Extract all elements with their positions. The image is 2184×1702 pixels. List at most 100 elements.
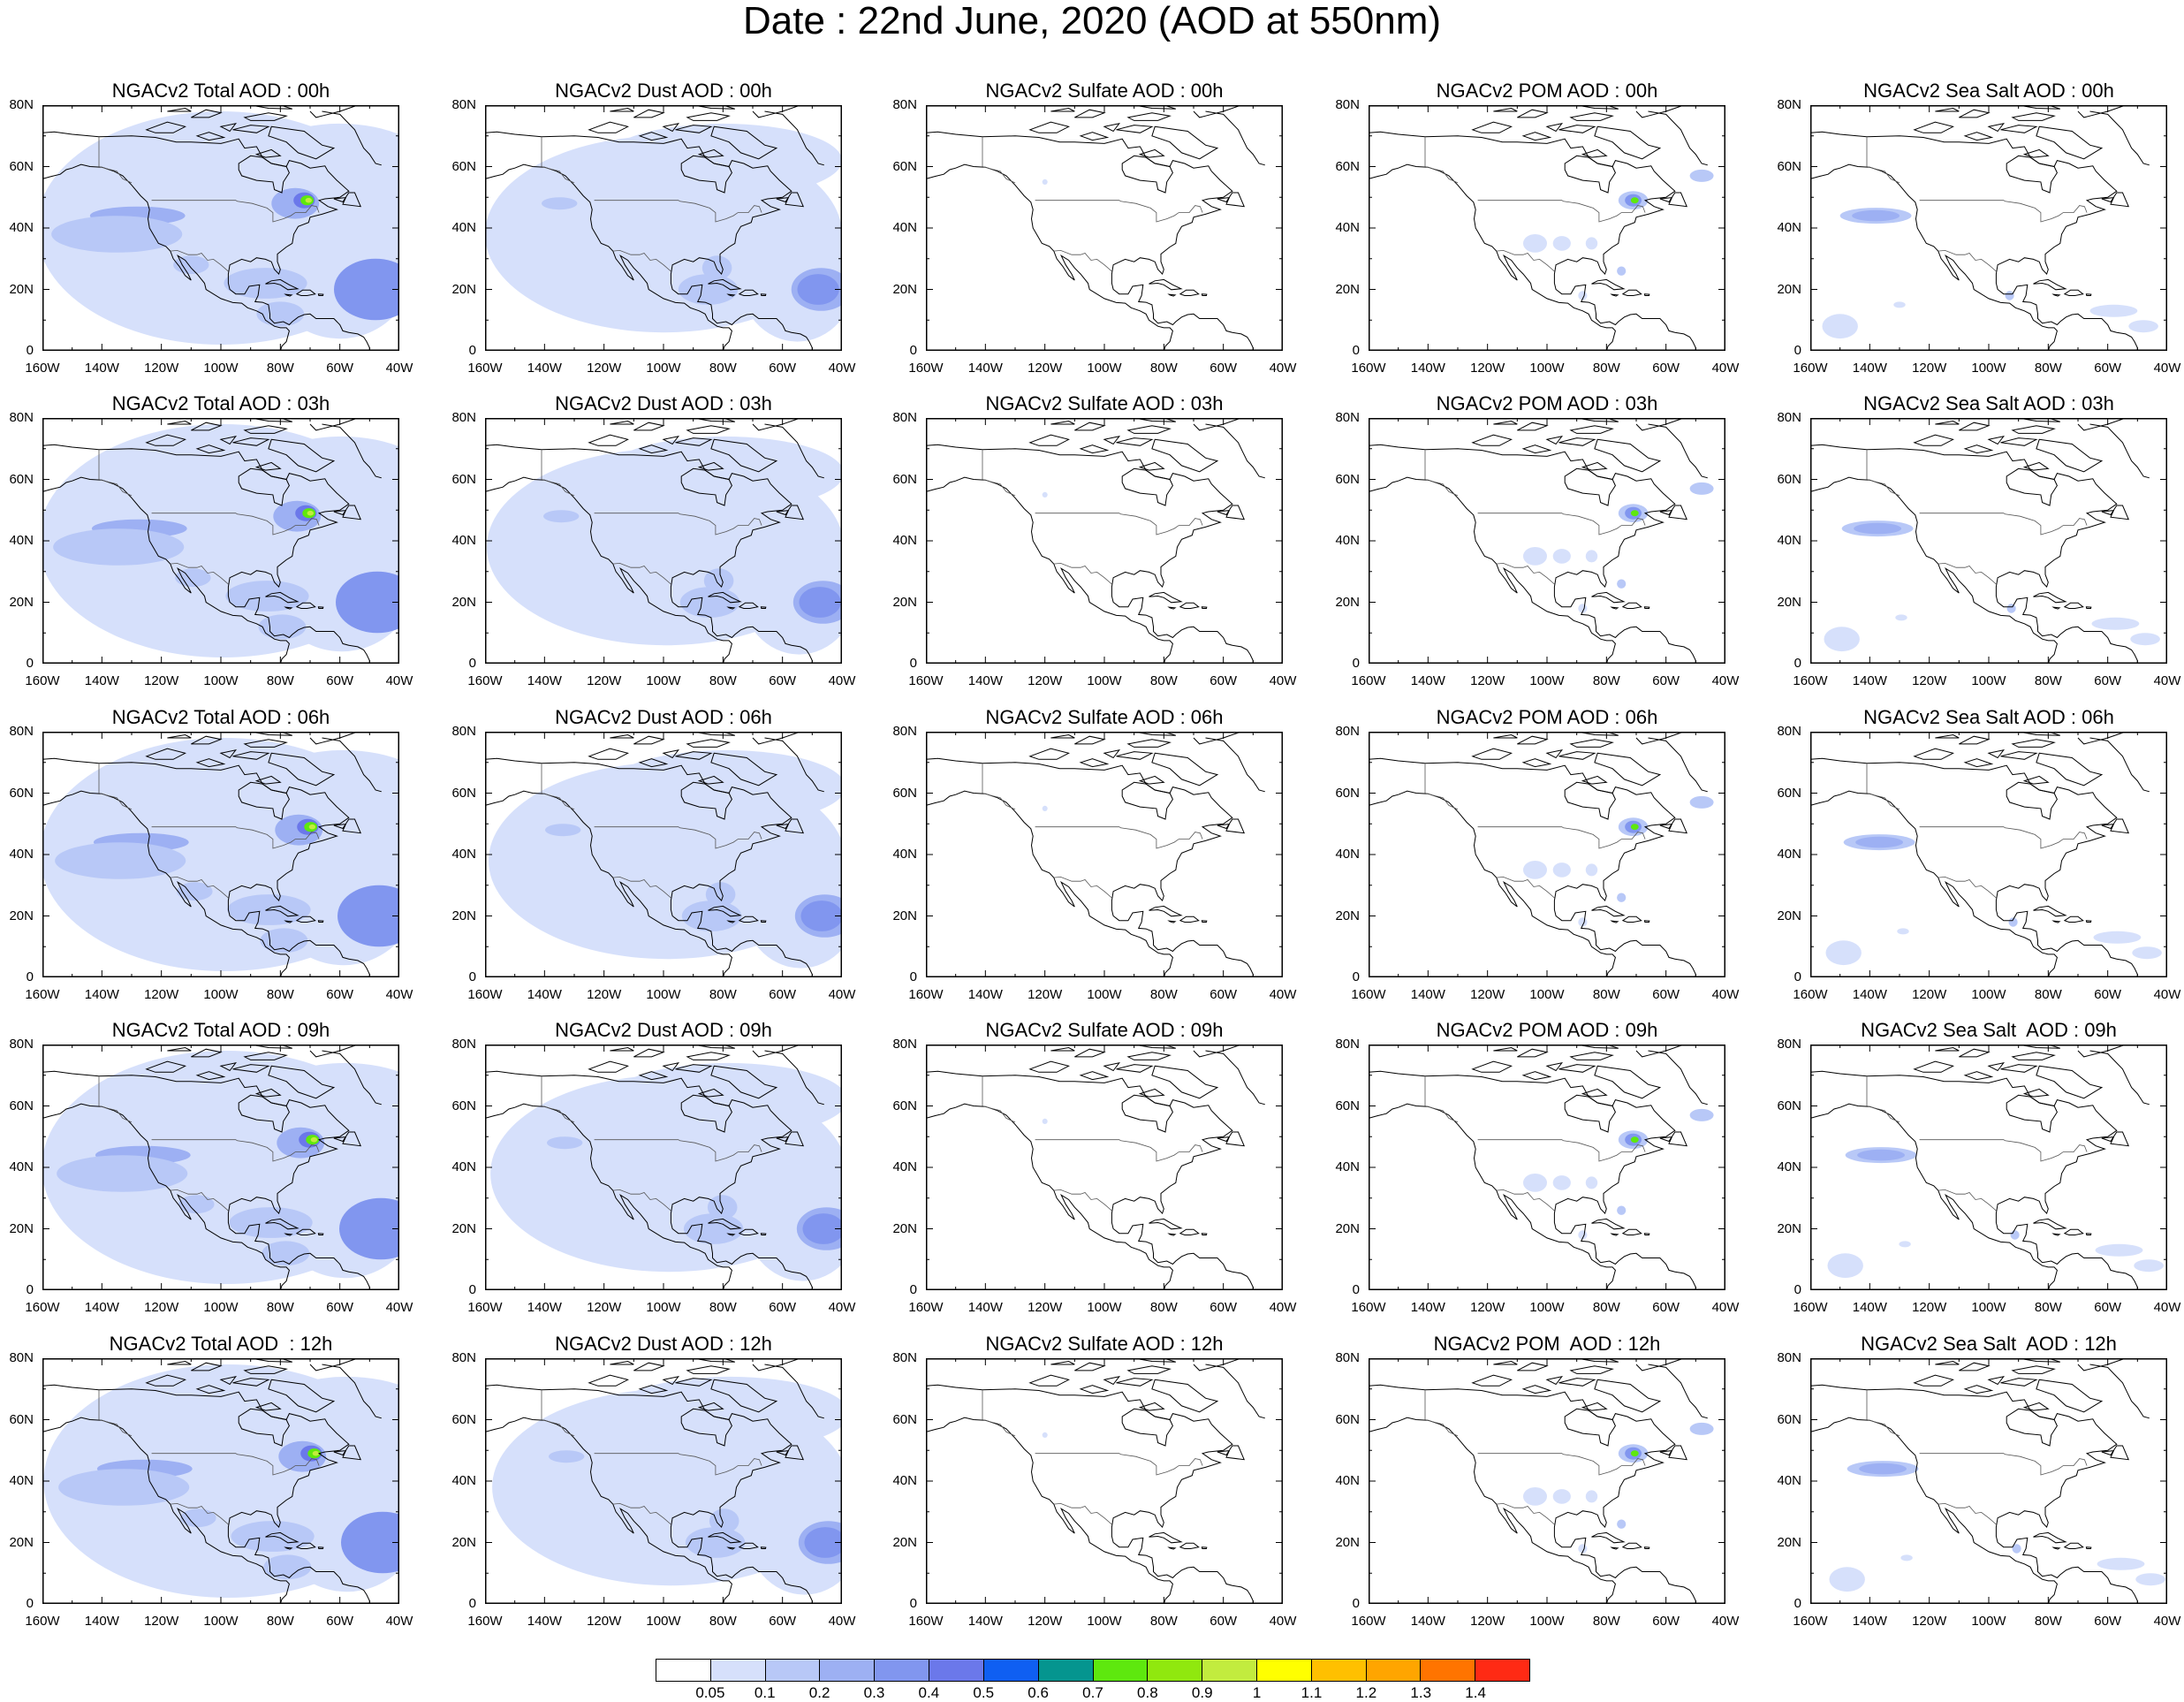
- aod-region: [701, 255, 732, 281]
- lon-tick-label: 40W: [828, 1614, 856, 1629]
- lon-tick-label: 80W: [1149, 987, 1178, 1002]
- lat-tick-label: 40N: [892, 1159, 917, 1174]
- lon-tick-label: 100W: [1529, 1300, 1565, 1315]
- lat-tick-label: 80N: [1777, 97, 1801, 112]
- aod-region: [797, 274, 839, 305]
- colorbar-label: 1: [1252, 1684, 1262, 1701]
- lon-tick-label: 100W: [646, 673, 681, 688]
- lon-tick-label: 140W: [967, 673, 1003, 688]
- country-borders: [982, 449, 1203, 585]
- country-borders: [98, 1075, 320, 1212]
- country-borders: [982, 1075, 1203, 1212]
- lat-tick-label: 80N: [9, 1350, 34, 1365]
- colorbar-swatch: [656, 1660, 711, 1681]
- colorbar-swatch: [983, 1660, 1039, 1681]
- lat-tick-label: 0: [468, 1596, 476, 1611]
- aod-region: [1689, 1108, 1714, 1121]
- country-borders: [541, 136, 762, 272]
- lon-tick-label: 60W: [2094, 1300, 2122, 1315]
- aod-region: [1630, 197, 1639, 204]
- aod-map: [485, 1045, 842, 1290]
- panel-title: NGACv2 Total AOD : 03h: [111, 392, 330, 414]
- aod-map: [1810, 1045, 2167, 1290]
- colorbar-label: 1.3: [1410, 1684, 1432, 1701]
- panel-title: NGACv2 POM AOD : 03h: [1436, 392, 1658, 414]
- aod-region: [2095, 1243, 2143, 1257]
- lat-tick-label: 60N: [1777, 471, 1801, 487]
- lat-tick-label: 60N: [9, 471, 34, 487]
- lon-tick-label: 40W: [1269, 673, 1297, 688]
- lon-tick-label: 40W: [2153, 1300, 2181, 1315]
- colorbar-label: 0.5: [973, 1684, 995, 1701]
- lat-tick-label: 80N: [892, 410, 917, 425]
- lat-tick-label: 60N: [892, 471, 917, 487]
- coastlines: [926, 732, 1265, 977]
- lon-tick-label: 140W: [1410, 673, 1445, 688]
- aod-region: [178, 1195, 215, 1214]
- map-panel-pom-3: NGACv2 POM AOD : 09h 80N 60N 40N 20N 0 160W 140…: [1335, 1020, 1739, 1315]
- lon-tick-label: 100W: [1971, 987, 2006, 1002]
- lat-tick-label: 40N: [1777, 1473, 1801, 1488]
- country-borders: [982, 763, 1203, 899]
- aod-region: [305, 197, 312, 203]
- aod-field: [1042, 805, 1048, 811]
- lon-tick-label: 160W: [1351, 1614, 1386, 1629]
- lon-tick-label: 80W: [709, 1614, 737, 1629]
- aod-region: [2093, 931, 2142, 944]
- lat-tick-label: 60N: [9, 158, 34, 174]
- map-panel-seasalt-3: NGACv2 Sea Salt AOD : 09h 80N 60N 40N 20N 0 16…: [1777, 1020, 2180, 1315]
- map-panel-sulfate-4: NGACv2 Sulfate AOD : 12h 80N 60N 40N 20N 0 160…: [892, 1333, 1296, 1629]
- lon-tick-label: 140W: [84, 673, 119, 688]
- colorbar-label: 0.2: [808, 1684, 830, 1701]
- aod-map: [42, 1045, 399, 1290]
- coastlines: [42, 1358, 382, 1604]
- lat-tick-label: 80N: [9, 97, 34, 112]
- lon-tick-label: 120W: [587, 1300, 622, 1315]
- aod-region: [254, 749, 399, 837]
- lon-tick-label: 80W: [266, 987, 294, 1002]
- lat-tick-label: 80N: [451, 1037, 476, 1052]
- lon-tick-label: 80W: [2034, 987, 2062, 1002]
- aod-region: [263, 1554, 312, 1580]
- aod-region: [1852, 209, 1900, 222]
- lon-tick-label: 160W: [908, 1300, 944, 1315]
- page-title: Date : 22nd June, 2020 (AOD at 550nm): [742, 0, 1442, 42]
- lat-tick-label: 60N: [892, 785, 917, 801]
- lat-tick-label: 0: [1352, 656, 1360, 671]
- colorbar-label: 0.6: [1028, 1684, 1049, 1701]
- aod-region: [312, 1450, 320, 1456]
- panel-title: NGACv2 Total AOD : 12h: [109, 1333, 333, 1355]
- aod-region: [1617, 579, 1627, 589]
- lat-tick-label: 80N: [9, 724, 34, 739]
- aod-region: [709, 1508, 739, 1534]
- aod-region: [542, 197, 578, 210]
- lat-tick-label: 0: [1352, 343, 1360, 358]
- lon-tick-label: 80W: [1592, 987, 1620, 1002]
- lon-tick-label: 60W: [769, 673, 797, 688]
- lon-tick-label: 160W: [1793, 987, 1828, 1002]
- lon-tick-label: 80W: [2034, 673, 2062, 688]
- lon-tick-label: 140W: [527, 1614, 562, 1629]
- aod-region: [549, 1450, 585, 1463]
- panel-title: NGACv2 Sea Salt AOD : 06h: [1863, 706, 2114, 728]
- map-panel-dust-4: NGACv2 Dust AOD : 12h 80N 60N 40N 20N 0 160W 14…: [451, 1333, 855, 1629]
- coastlines: [1810, 1358, 2150, 1604]
- aod-field: [1822, 208, 2158, 339]
- aod-region: [256, 301, 305, 327]
- lon-tick-label: 40W: [1711, 361, 1740, 376]
- lon-tick-label: 40W: [385, 987, 413, 1002]
- country-borders: [982, 1389, 1203, 1525]
- lon-tick-label: 60W: [1652, 1614, 1680, 1629]
- lat-tick-label: 40N: [9, 533, 34, 548]
- lon-tick-label: 60W: [1210, 987, 1238, 1002]
- aod-region: [1523, 547, 1547, 566]
- aod-map: [42, 732, 399, 977]
- lon-tick-label: 100W: [1087, 987, 1122, 1002]
- aod-region: [2089, 304, 2138, 317]
- map-panel-sulfate-2: NGACv2 Sulfate AOD : 06h 80N 60N 40N 20N 0 160…: [892, 707, 1296, 1002]
- colorbar-label: 0.8: [1137, 1684, 1158, 1701]
- lon-tick-label: 160W: [908, 361, 944, 376]
- lat-tick-label: 60N: [1335, 1098, 1360, 1113]
- aod-region: [1552, 549, 1571, 564]
- lat-tick-label: 0: [909, 1596, 917, 1611]
